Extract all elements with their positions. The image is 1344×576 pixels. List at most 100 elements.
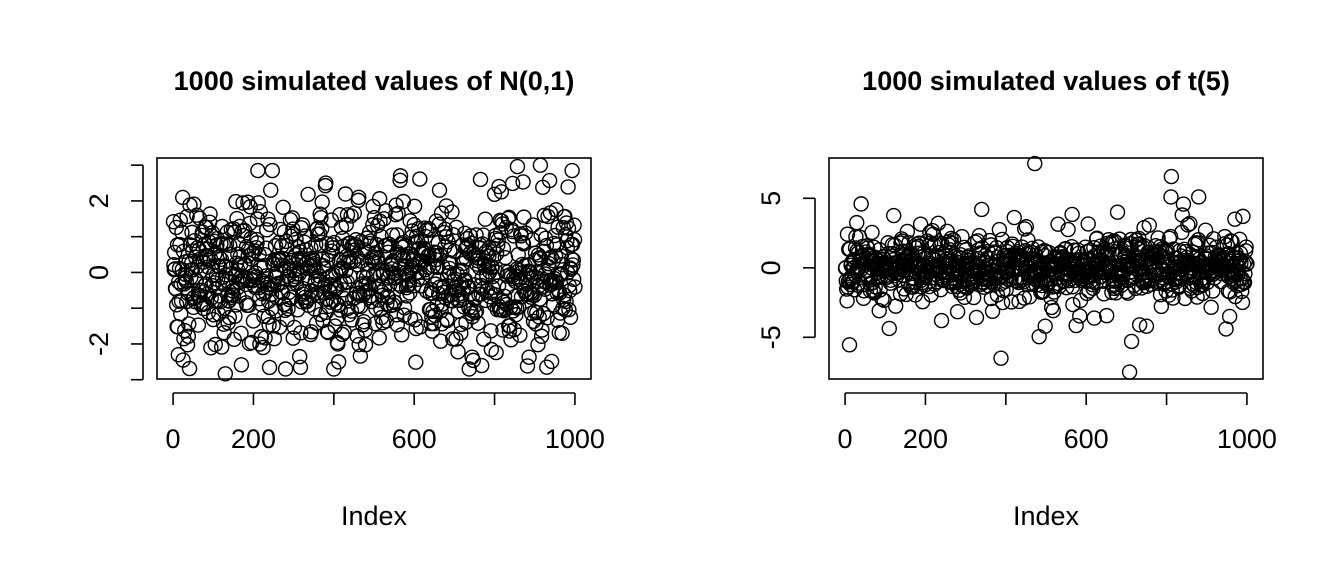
data-point bbox=[1235, 208, 1251, 225]
data-point bbox=[566, 271, 582, 288]
data-point bbox=[261, 359, 278, 376]
data-point bbox=[180, 328, 197, 344]
data-point bbox=[402, 213, 418, 229]
data-point bbox=[281, 291, 297, 308]
x-tick-label: 0 bbox=[838, 424, 853, 454]
data-point bbox=[1027, 155, 1043, 172]
y-tick-label: 2 bbox=[84, 193, 114, 208]
data-point bbox=[1233, 276, 1250, 293]
data-point bbox=[930, 215, 946, 232]
data-point bbox=[314, 220, 330, 237]
data-point bbox=[444, 204, 460, 220]
data-point bbox=[418, 222, 434, 239]
data-point bbox=[484, 279, 501, 296]
data-point bbox=[334, 326, 350, 343]
data-point bbox=[881, 320, 897, 337]
data-point bbox=[185, 299, 202, 316]
data-point bbox=[168, 297, 185, 313]
data-point bbox=[203, 340, 219, 356]
data-point bbox=[519, 358, 536, 374]
data-point bbox=[351, 189, 367, 206]
data-point bbox=[249, 235, 265, 251]
data-point bbox=[911, 235, 927, 251]
data-point bbox=[506, 321, 522, 338]
data-point bbox=[1016, 221, 1033, 237]
data-point bbox=[1163, 189, 1179, 205]
data-point bbox=[1203, 299, 1219, 316]
data-point bbox=[394, 327, 410, 343]
data-point bbox=[521, 349, 537, 365]
data-point bbox=[532, 157, 549, 173]
data-point bbox=[535, 305, 552, 322]
data-point bbox=[567, 279, 583, 295]
data-point bbox=[392, 168, 409, 184]
data-point bbox=[344, 312, 360, 328]
data-point bbox=[242, 199, 258, 215]
data-point bbox=[233, 325, 249, 342]
data-point bbox=[1138, 318, 1155, 334]
data-point bbox=[989, 287, 1006, 303]
data-point bbox=[402, 285, 418, 301]
data-point bbox=[539, 359, 555, 375]
data-point bbox=[488, 230, 504, 247]
data-point bbox=[246, 243, 263, 259]
data-point bbox=[1068, 317, 1084, 334]
data-point bbox=[438, 198, 455, 214]
x-axis: 0 200 600 1000 bbox=[166, 392, 605, 454]
data-point bbox=[483, 323, 499, 339]
data-point bbox=[285, 221, 301, 237]
y-axis: -2 0 2 bbox=[84, 164, 144, 381]
x-tick-label: 0 bbox=[166, 424, 181, 454]
data-point bbox=[1161, 230, 1178, 247]
data-point bbox=[1180, 217, 1196, 233]
data-point bbox=[245, 313, 262, 329]
data-point bbox=[474, 357, 490, 374]
data-point bbox=[389, 227, 405, 243]
data-point bbox=[543, 353, 560, 370]
data-point bbox=[515, 174, 531, 190]
data-point bbox=[892, 286, 909, 302]
x-axis-label: Index bbox=[1013, 501, 1080, 531]
data-point bbox=[1239, 256, 1255, 272]
data-point bbox=[470, 315, 486, 331]
data-point bbox=[564, 162, 580, 179]
points-layer bbox=[837, 155, 1255, 380]
data-point bbox=[349, 256, 366, 273]
data-point bbox=[991, 221, 1008, 238]
data-point bbox=[539, 310, 555, 326]
data-point bbox=[203, 290, 219, 306]
data-point bbox=[289, 302, 306, 318]
y-tick-label: 0 bbox=[84, 265, 114, 280]
data-point bbox=[330, 336, 346, 352]
data-point bbox=[939, 257, 955, 274]
data-point bbox=[256, 257, 272, 274]
data-point bbox=[228, 193, 244, 210]
data-point bbox=[374, 287, 391, 303]
data-point bbox=[945, 232, 962, 248]
data-point bbox=[551, 325, 567, 341]
data-point bbox=[250, 195, 266, 211]
data-point bbox=[211, 306, 227, 322]
data-point bbox=[376, 281, 393, 298]
data-point bbox=[533, 328, 550, 344]
data-point bbox=[974, 201, 990, 218]
y-tick-label: -5 bbox=[756, 325, 786, 349]
data-point bbox=[179, 208, 195, 225]
data-point bbox=[886, 207, 902, 224]
data-point bbox=[504, 175, 521, 192]
data-point bbox=[1047, 278, 1063, 294]
data-point bbox=[173, 306, 189, 322]
data-point bbox=[1141, 217, 1157, 233]
data-point bbox=[222, 237, 238, 254]
data-point bbox=[459, 230, 475, 247]
data-point bbox=[369, 236, 385, 253]
data-point bbox=[1218, 321, 1234, 337]
data-point bbox=[323, 212, 340, 228]
data-point bbox=[1233, 283, 1250, 300]
data-point bbox=[1095, 273, 1112, 289]
data-point bbox=[1163, 168, 1180, 185]
data-point bbox=[1193, 276, 1209, 293]
data-point bbox=[433, 333, 449, 349]
data-point bbox=[242, 215, 258, 232]
data-point bbox=[170, 346, 187, 363]
